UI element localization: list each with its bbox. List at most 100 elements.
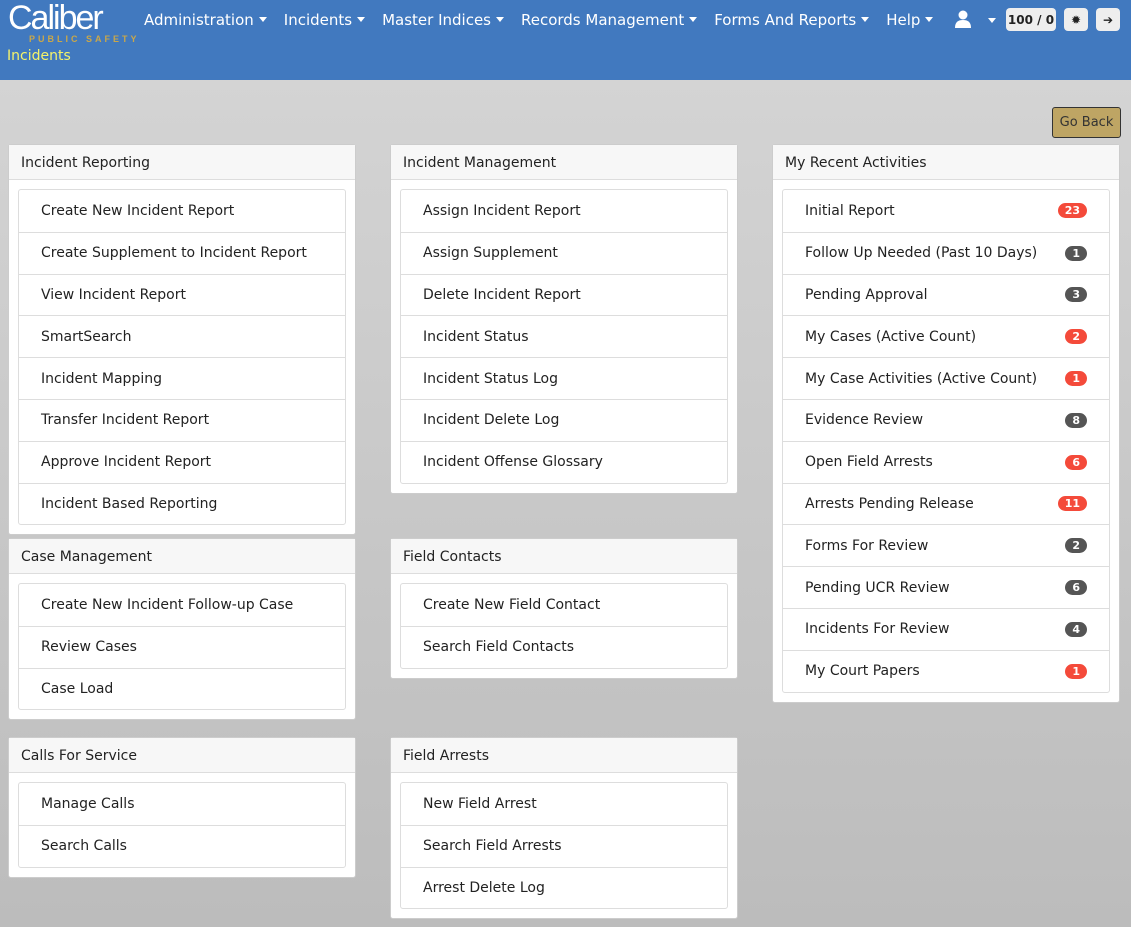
activity-item[interactable]: Incidents For Review 4 [783, 607, 1109, 650]
panel-list: Create New Incident Follow-up Case Review… [18, 583, 346, 711]
menu-item[interactable]: Assign Supplement [401, 231, 727, 274]
menu-item-label: Assign Incident Report [423, 202, 581, 219]
menu-item[interactable]: Search Field Arrests [401, 824, 727, 867]
menu-item[interactable]: Arrest Delete Log [401, 866, 727, 909]
activity-item[interactable]: My Case Activities (Active Count) 1 [783, 357, 1109, 399]
count-badge: 8 [1065, 412, 1087, 428]
menu-item[interactable]: Manage Calls [19, 783, 345, 825]
panel-list: New Field Arrest Search Field Arrests Arre… [400, 782, 728, 910]
menu-item-label: Search Field Contacts [423, 639, 575, 656]
count-badge: 23 [1057, 203, 1087, 219]
menu-item[interactable]: Incident Status Log [401, 357, 727, 399]
menu-item[interactable]: Approve Incident Report [19, 440, 345, 483]
activity-label: Open Field Arrests [805, 454, 933, 471]
menu-item[interactable]: Review Cases [19, 625, 345, 668]
panel-field-contacts: Field Contacts Create New Field Contact Se… [390, 538, 738, 679]
menu-item[interactable]: Create New Incident Report [19, 190, 345, 232]
nav-incidents[interactable]: Incidents [284, 11, 365, 29]
nav-records-management[interactable]: Records Management [521, 11, 697, 29]
menu-item[interactable]: New Field Arrest [401, 783, 727, 825]
menu-item[interactable]: Incident Status [401, 315, 727, 357]
menu-item-label: Incident Based Reporting [41, 495, 218, 512]
activity-item[interactable]: Pending UCR Review 6 [783, 566, 1109, 608]
menu-item-label: Approve Incident Report [41, 454, 212, 471]
count-badge: 11 [1057, 496, 1087, 512]
menu-item-label: Search Field Arrests [423, 838, 562, 855]
panel-case-management: Case Management Create New Incident Follo… [8, 538, 356, 721]
user-icon[interactable] [955, 10, 971, 28]
activity-item[interactable]: Pending Approval 3 [783, 273, 1109, 316]
panel-title: Case Management [9, 539, 355, 574]
activity-label: Follow Up Needed (Past 10 Days) [805, 245, 1038, 262]
breadcrumb[interactable]: Incidents [7, 48, 71, 64]
menu-item-label: Search Calls [41, 838, 127, 855]
menu-item[interactable]: Search Calls [19, 824, 345, 867]
activity-item[interactable]: Forms For Review 2 [783, 524, 1109, 566]
activity-item[interactable]: Initial Report 23 [783, 190, 1109, 232]
menu-item[interactable]: Incident Delete Log [401, 398, 727, 441]
go-back-button[interactable]: Go Back [1052, 107, 1121, 138]
activity-label: Pending Approval [805, 286, 928, 303]
activity-item[interactable]: Arrests Pending Release 11 [783, 482, 1109, 525]
menu-item-label: Incident Mapping [41, 370, 162, 387]
gear-icon: ✹ [1070, 12, 1082, 27]
menu-item[interactable]: Create New Incident Follow-up Case [19, 584, 345, 626]
activity-item[interactable]: Follow Up Needed (Past 10 Days) 1 [783, 231, 1109, 274]
menu-item-label: Review Cases [41, 639, 137, 656]
panel-recent: My Recent Activities Initial Report 23 Foll… [772, 144, 1120, 703]
panel-title: Field Arrests [391, 738, 737, 773]
menu-item-label: Create New Incident Follow-up Case [41, 596, 294, 613]
menu-item[interactable]: Incident Mapping [19, 357, 345, 399]
activity-label: Pending UCR Review [805, 579, 950, 596]
menu-item[interactable]: Create Supplement to Incident Report [19, 231, 345, 274]
menu-item-label: New Field Arrest [423, 795, 537, 812]
nav-administration[interactable]: Administration [144, 11, 267, 29]
logo-text: Caliber [8, 0, 104, 37]
menu-item-label: Create New Field Contact [423, 596, 601, 613]
menu-item[interactable]: Incident Based Reporting [19, 482, 345, 525]
settings-button[interactable]: ✹ [1064, 8, 1088, 31]
panel-list: Initial Report 23 Follow Up Needed (Past 1… [782, 189, 1110, 693]
menu-item[interactable]: View Incident Report [19, 273, 345, 316]
counter-badge[interactable]: 100 / 0 [1006, 8, 1056, 31]
panel-title: Calls For Service [9, 738, 355, 773]
menu-item-label: Incident Status Log [423, 370, 558, 387]
logo[interactable]: Caliber PUBLIC SAFETY [8, 0, 140, 44]
activity-label: Evidence Review [805, 412, 924, 429]
menu-item-label: Delete Incident Report [423, 286, 581, 303]
logout-button[interactable]: ➔ [1096, 8, 1120, 31]
menu-item[interactable]: Delete Incident Report [401, 273, 727, 316]
nav-help[interactable]: Help [886, 11, 933, 29]
menu-item[interactable]: Case Load [19, 667, 345, 710]
user-menu-caret[interactable] [988, 18, 996, 23]
panel-title: Field Contacts [391, 539, 737, 574]
nav-forms-and-reports[interactable]: Forms And Reports [714, 11, 869, 29]
activity-item[interactable]: Evidence Review 8 [783, 398, 1109, 441]
panel-list: Manage Calls Search Calls [18, 782, 346, 868]
menu-item[interactable]: SmartSearch [19, 315, 345, 357]
panel-title: Incident Management [391, 145, 737, 180]
menu-item[interactable]: Search Field Contacts [401, 625, 727, 668]
panel-list: Create New Incident Report Create Supplem… [18, 189, 346, 526]
menu-item[interactable]: Incident Offense Glossary [401, 440, 727, 483]
count-badge: 6 [1065, 454, 1087, 470]
menu-item[interactable]: Assign Incident Report [401, 190, 727, 232]
activity-item[interactable]: My Cases (Active Count) 2 [783, 315, 1109, 357]
panel-title: My Recent Activities [773, 145, 1119, 180]
panel-calls-for-service: Calls For Service Manage Calls Search Call… [8, 737, 356, 878]
activity-item[interactable]: My Court Papers 1 [783, 649, 1109, 692]
menu-item-label: Create New Incident Report [41, 202, 235, 219]
logo-subtext: PUBLIC SAFETY [29, 34, 140, 44]
nav-master-indices[interactable]: Master Indices [382, 11, 504, 29]
activity-label: My Case Activities (Active Count) [805, 370, 1038, 387]
menu-item-label: Assign Supplement [423, 245, 558, 262]
menu-item[interactable]: Transfer Incident Report [19, 398, 345, 441]
menu-item-label: Manage Calls [41, 795, 135, 812]
menu-item-label: Incident Delete Log [423, 412, 560, 429]
menu-item[interactable]: Create New Field Contact [401, 584, 727, 626]
top-navbar: Caliber PUBLIC SAFETY Administration Inci… [0, 0, 1131, 80]
menu-item-label: Case Load [41, 680, 114, 697]
menu-item-label: Incident Offense Glossary [423, 454, 603, 471]
activity-item[interactable]: Open Field Arrests 6 [783, 440, 1109, 483]
panel-list: Assign Incident Report Assign Supplement D… [400, 189, 728, 484]
